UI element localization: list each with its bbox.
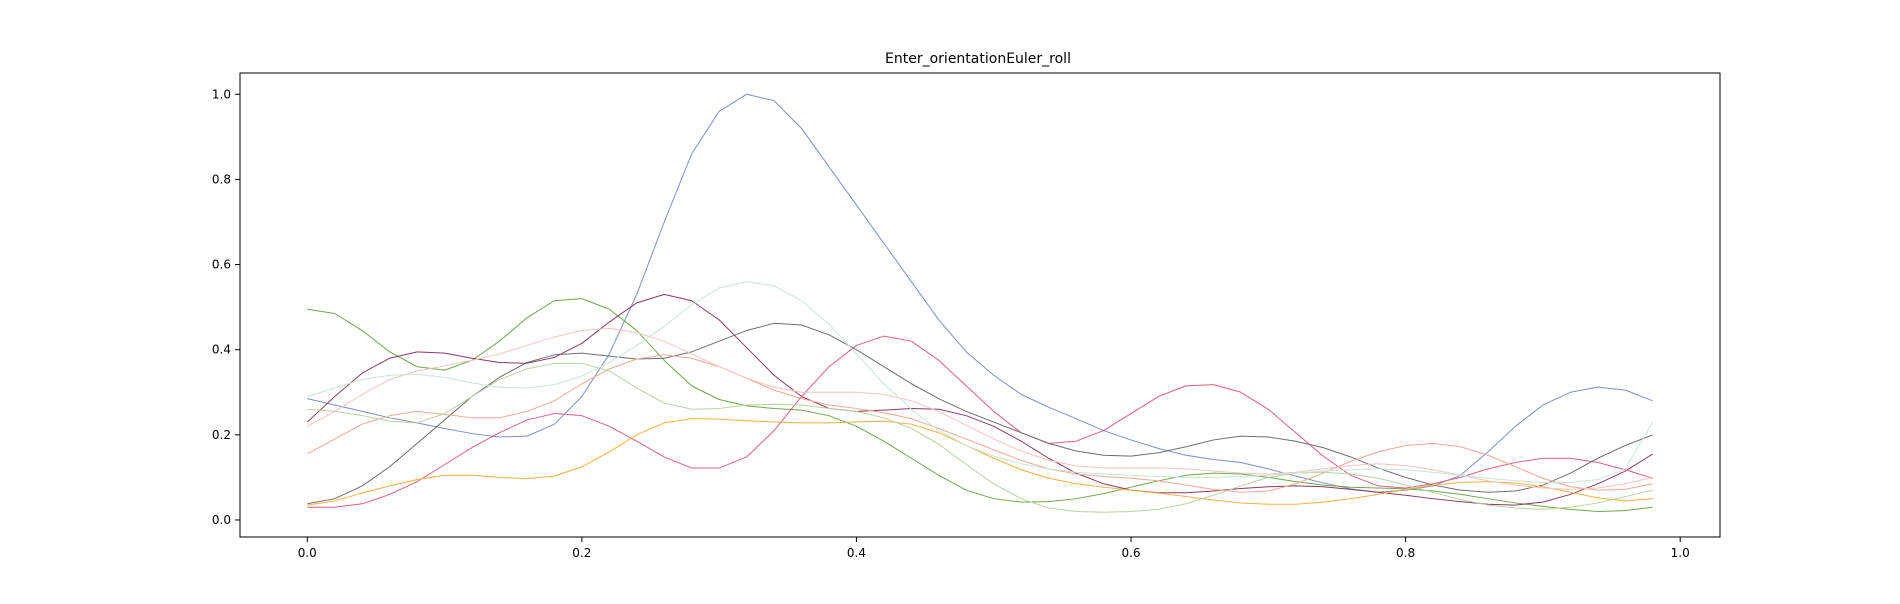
y-tick-label: 0.0 [212, 513, 231, 527]
x-tick-label: 0.0 [298, 546, 317, 560]
x-tick-label: 0.6 [1121, 546, 1140, 560]
series-line-6 [307, 418, 1653, 506]
x-tick-label: 0.8 [1396, 546, 1415, 560]
y-tick-label: 0.6 [212, 258, 231, 272]
x-tick-label: 1.0 [1671, 546, 1690, 560]
y-tick-label: 0.4 [212, 343, 231, 357]
x-tick-label: 0.4 [847, 546, 866, 560]
series-line-9 [307, 327, 1653, 490]
series-line-1 [307, 93, 1653, 493]
y-tick-label: 0.8 [212, 172, 231, 186]
x-axis: 0.0 0.2 0.4 0.6 0.8 1.0 [298, 537, 1690, 560]
series-line-8 [307, 362, 1653, 513]
y-tick-label: 1.0 [212, 87, 231, 101]
chart-title: Enter_orientationEuler_roll [885, 51, 1071, 67]
series-layer [306, 93, 1654, 513]
series-line-5 [307, 322, 1653, 505]
y-tick-label: 0.2 [212, 428, 231, 442]
series-line-10 [307, 281, 1654, 484]
series-line-4 [307, 335, 1653, 508]
series-line-7 [307, 354, 1653, 493]
axes-frame [239, 72, 1721, 538]
series-line-3 [306, 293, 1653, 506]
x-tick-label: 0.2 [572, 546, 591, 560]
y-axis: 0.0 0.2 0.4 0.6 0.8 1.0 [212, 87, 240, 527]
